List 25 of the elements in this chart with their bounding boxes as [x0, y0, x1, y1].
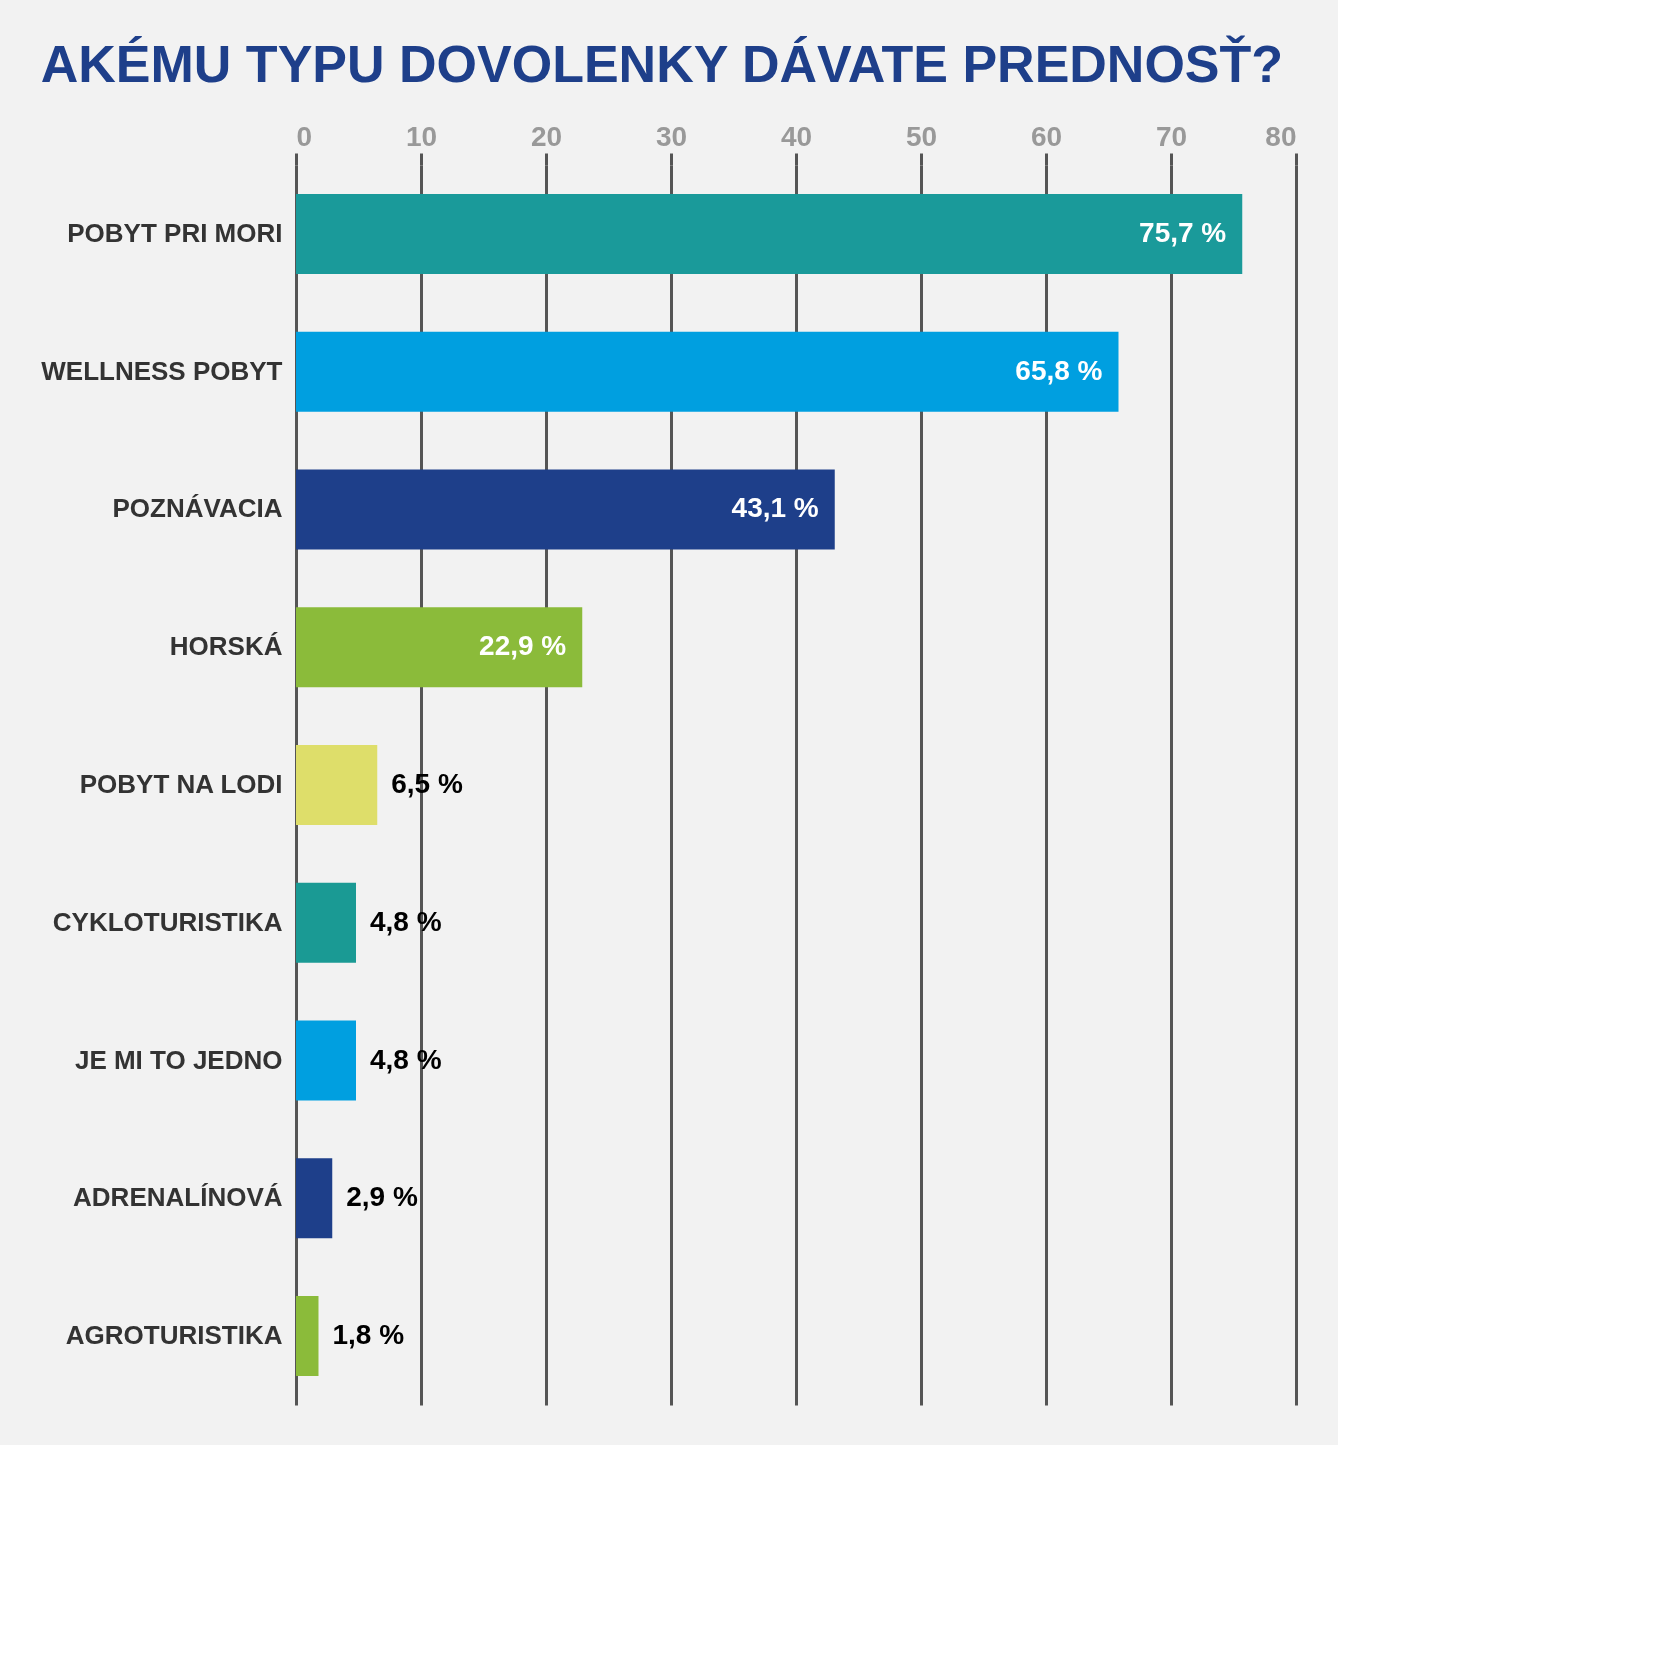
y-tick-label: AGROTURISTIKA — [65, 1320, 283, 1351]
x-tick-label: 10 — [405, 120, 438, 152]
x-tick-label: 80 — [1265, 120, 1297, 152]
data-label: 65,8 % — [1015, 354, 1103, 386]
y-tick-label: CYKLOTURISTIKA — [52, 906, 283, 937]
y-tick-label: JE MI TO JEDNO — [74, 1044, 283, 1075]
x-tick-label: 40 — [780, 120, 813, 152]
y-tick-label: HORSKÁ — [169, 631, 283, 662]
y-tick-label: POBYT PRI MORI — [67, 217, 283, 248]
x-tick-label: 0 — [296, 120, 313, 152]
x-tick-label: 20 — [530, 120, 563, 152]
x-tick-label: 50 — [905, 120, 938, 152]
data-label: 43,1 % — [731, 492, 819, 524]
y-tick-label: WELLNESS POBYT — [41, 355, 283, 386]
chart-title: AKÉMU TYPU DOVOLENKY DÁVATE PREDNOSŤ? — [40, 35, 1284, 93]
y-tick-label: ADRENALÍNOVÁ — [73, 1182, 283, 1213]
y-tick-label: POZNÁVACIA — [112, 493, 283, 524]
y-tick-label: POBYT NA LODI — [79, 769, 283, 799]
data-label: 75,7 % — [1139, 216, 1227, 248]
x-tick-label: 70 — [1155, 120, 1188, 152]
x-tick-label: 60 — [1030, 120, 1063, 152]
data-label: 22,9 % — [479, 630, 567, 662]
data-label: 1,8 % — [332, 1319, 405, 1351]
x-tick-label: 30 — [655, 120, 688, 152]
data-label: 2,9 % — [346, 1181, 418, 1213]
